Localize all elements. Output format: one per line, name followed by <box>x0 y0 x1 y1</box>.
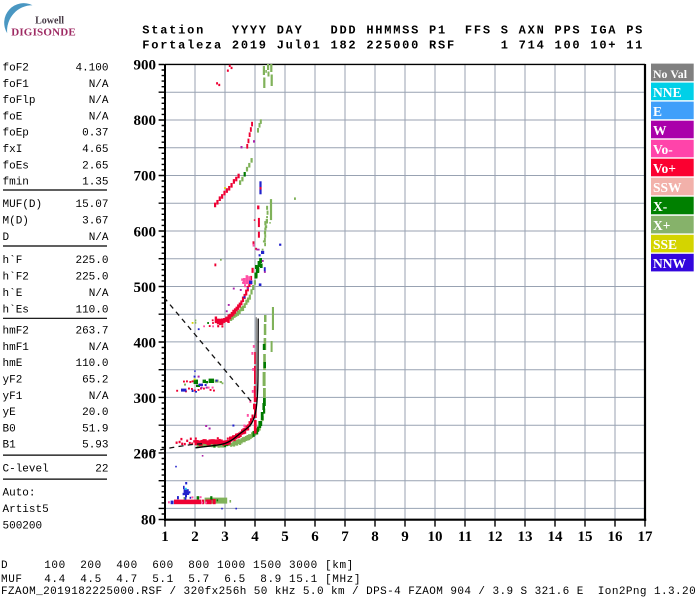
svg-text:4.100: 4.100 <box>75 63 108 75</box>
svg-text:N/A: N/A <box>89 95 109 107</box>
svg-text:6: 6 <box>311 529 319 545</box>
svg-text:Vo+: Vo+ <box>653 161 676 176</box>
svg-text:700: 700 <box>134 169 157 185</box>
svg-text:fmin: fmin <box>3 177 29 189</box>
svg-text:17: 17 <box>638 529 654 545</box>
svg-text:800: 800 <box>134 113 157 129</box>
svg-text:2.65: 2.65 <box>82 160 108 172</box>
svg-text:h`E: h`E <box>3 287 23 300</box>
svg-text:14: 14 <box>548 529 564 545</box>
svg-text:foF1: foF1 <box>3 79 30 91</box>
svg-text:16: 16 <box>608 529 624 545</box>
svg-text:5: 5 <box>281 529 289 545</box>
svg-text:foEs: foEs <box>3 160 29 172</box>
svg-text:N/A: N/A <box>89 232 109 244</box>
svg-text:263.7: 263.7 <box>75 326 108 338</box>
svg-text:yE: yE <box>3 407 17 419</box>
svg-text:15.07: 15.07 <box>75 199 108 211</box>
svg-text:0.37: 0.37 <box>82 128 108 140</box>
svg-text:yF2: yF2 <box>3 375 23 387</box>
svg-text:900: 900 <box>134 58 157 74</box>
svg-text:NNE: NNE <box>653 85 682 100</box>
svg-text:65.2: 65.2 <box>82 375 108 387</box>
svg-text:51.9: 51.9 <box>82 423 108 435</box>
svg-text:yF1: yF1 <box>3 391 23 403</box>
svg-text:22: 22 <box>95 464 108 476</box>
svg-text:E: E <box>653 104 662 119</box>
svg-text:B1: B1 <box>3 440 17 452</box>
svg-text:NNW: NNW <box>653 256 686 271</box>
svg-text:2: 2 <box>191 529 199 545</box>
svg-text:DIGISONDE: DIGISONDE <box>11 26 76 38</box>
svg-text:13: 13 <box>518 529 533 545</box>
svg-text:foEp: foEp <box>3 128 29 140</box>
svg-text:11: 11 <box>458 529 472 545</box>
svg-text:225.0: 225.0 <box>75 271 108 283</box>
svg-text:h`Es: h`Es <box>3 303 29 316</box>
svg-text:300: 300 <box>134 391 157 407</box>
svg-text:D: D <box>3 232 10 244</box>
svg-text:3: 3 <box>221 529 229 545</box>
svg-text:B0: B0 <box>3 423 16 435</box>
svg-text:10: 10 <box>428 529 443 545</box>
svg-text:MUF(D): MUF(D) <box>3 199 43 211</box>
svg-text:D 100 200 400 600 800: D 100 200 400 600 800 1000 1500 3000 [km… <box>1 560 354 572</box>
svg-text:110.0: 110.0 <box>75 304 108 316</box>
svg-text:Vo-: Vo- <box>653 142 673 157</box>
svg-text:X-: X- <box>653 199 667 214</box>
svg-text:110.0: 110.0 <box>75 358 108 370</box>
svg-text:4: 4 <box>251 529 259 545</box>
svg-text:7: 7 <box>341 529 349 545</box>
svg-text:500200: 500200 <box>3 520 43 532</box>
svg-text:Auto:: Auto: <box>3 488 36 500</box>
svg-text:80: 80 <box>141 513 156 529</box>
svg-text:foF2: foF2 <box>3 63 29 75</box>
svg-text:N/A: N/A <box>89 391 109 403</box>
svg-text:N/A: N/A <box>89 288 109 300</box>
svg-text:fxI: fxI <box>3 144 23 156</box>
svg-text:N/A: N/A <box>89 79 109 91</box>
svg-text:SSW: SSW <box>653 180 682 195</box>
svg-text:hmF2: hmF2 <box>3 326 29 338</box>
svg-text:FZAOM_2019182225000.RSF / 320f: FZAOM_2019182225000.RSF / 320fx256h 50 k… <box>1 586 696 598</box>
svg-text:foE: foE <box>3 111 23 123</box>
svg-text:5.93: 5.93 <box>82 440 108 452</box>
svg-text:h`F2: h`F2 <box>3 270 29 283</box>
svg-text:X+: X+ <box>653 218 670 233</box>
svg-text:3.67: 3.67 <box>82 216 108 228</box>
svg-text:4.65: 4.65 <box>82 144 108 156</box>
svg-text:Artist5: Artist5 <box>3 504 49 516</box>
svg-text:20.0: 20.0 <box>82 407 108 419</box>
svg-text:N/A: N/A <box>89 111 109 123</box>
svg-text:No Val: No Val <box>653 67 688 81</box>
svg-text:Lowell: Lowell <box>35 15 64 26</box>
svg-text:600: 600 <box>134 224 157 240</box>
svg-text:SSE: SSE <box>653 237 677 252</box>
svg-text:9: 9 <box>401 529 409 545</box>
svg-text:W: W <box>653 123 667 138</box>
svg-text:h`F: h`F <box>3 254 23 267</box>
svg-text:N/A: N/A <box>89 342 109 354</box>
svg-text:M(D): M(D) <box>3 216 29 228</box>
svg-text:400: 400 <box>134 335 157 351</box>
svg-text:15: 15 <box>578 529 593 545</box>
svg-text:8: 8 <box>371 529 379 545</box>
svg-text:C-level: C-level <box>3 464 49 476</box>
svg-text:500: 500 <box>134 280 157 296</box>
svg-text:MUF 4.4 4.5 4.7 5.1 5.7: MUF 4.4 4.5 4.7 5.1 5.7 6.5 8.9 15.1 [MH… <box>1 574 361 586</box>
svg-text:200: 200 <box>134 447 157 463</box>
svg-text:1: 1 <box>161 529 169 545</box>
svg-text:hmF1: hmF1 <box>3 342 30 354</box>
svg-text:Fortaleza 2019 Jul01 182 22500: Fortaleza 2019 Jul01 182 225000 RSF 1 71… <box>142 39 644 53</box>
svg-text:hmE: hmE <box>3 358 23 370</box>
svg-text:foFlp: foFlp <box>3 95 36 107</box>
svg-text:225.0: 225.0 <box>75 255 108 267</box>
svg-text:Station YYYY DAY DDD HHMMS: Station YYYY DAY DDD HHMMSS P1 FFS S AXN… <box>142 24 644 38</box>
svg-text:12: 12 <box>488 529 503 545</box>
svg-text:1.35: 1.35 <box>82 177 108 189</box>
